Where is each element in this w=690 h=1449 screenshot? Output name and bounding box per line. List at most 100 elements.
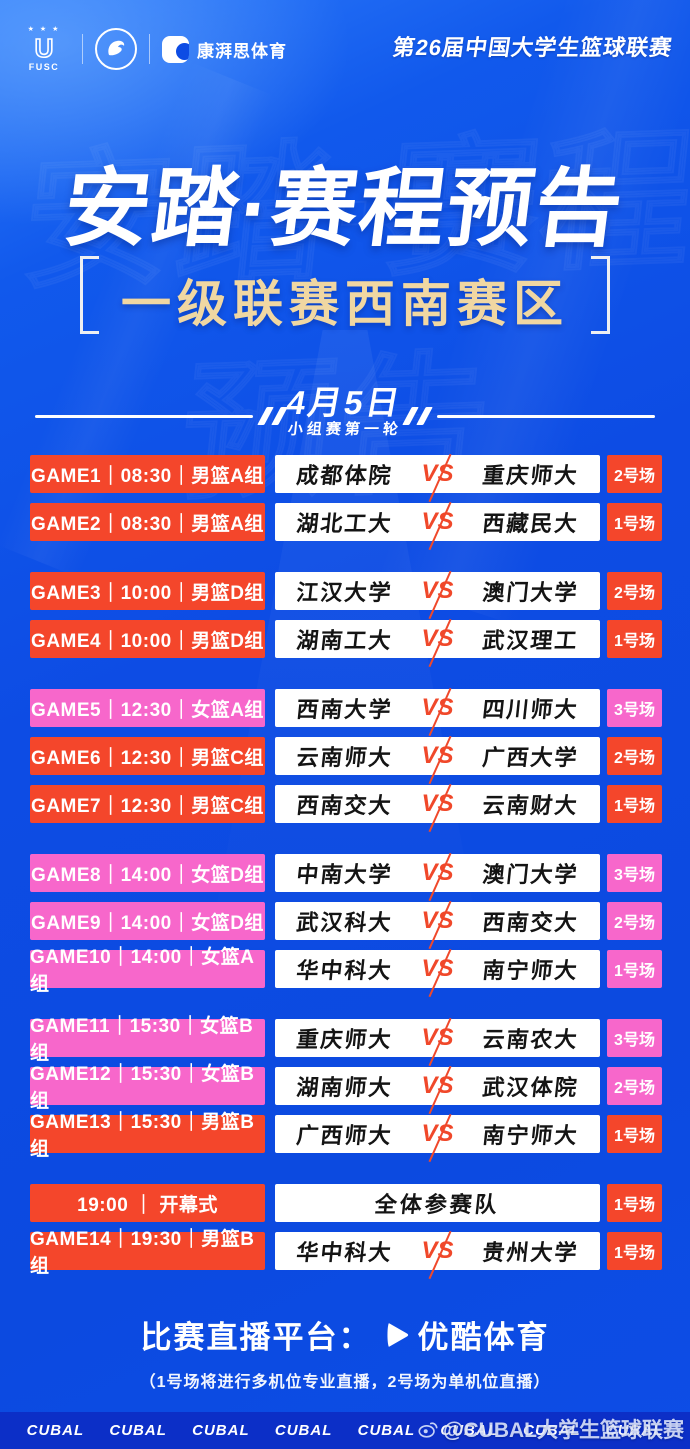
- game-label: GAME14｜19:30｜男篮B组: [30, 1229, 265, 1277]
- matchup-center-text: 全体参赛队: [373, 1192, 502, 1217]
- matchup: 重庆师大 VS 云南农大: [275, 1017, 600, 1067]
- sponsor-logo: 康湃思体育: [162, 35, 287, 63]
- schedule-row: GAME14｜19:30｜男篮B组 华中科大 VS 贵州大学 1号场: [0, 1229, 690, 1280]
- game-label: GAME8｜14:00｜女篮D组: [30, 854, 265, 892]
- right-bracket-icon: [586, 256, 610, 334]
- matchup: 成都体院 VS 重庆师大: [275, 453, 600, 503]
- live-note: （1号场将进行多机位专业直播，2号场为单机位直播）: [139, 1374, 551, 1391]
- team-away: 西藏民大: [480, 511, 580, 536]
- cubal-brand-label: CUBAL: [605, 1422, 664, 1439]
- court-badge: 2号场: [607, 737, 662, 775]
- team-home: 江汉大学: [295, 580, 394, 605]
- vs-badge: VS: [415, 1017, 461, 1067]
- court-badge: 2号场: [607, 902, 662, 940]
- matchup: 全体参赛队: [275, 1184, 600, 1222]
- schedule-group: GAME5｜12:30｜女篮A组 西南大学 VS 四川师大 3号场 GAME6｜…: [0, 687, 690, 833]
- game-label: GAME2｜08:30｜男篮A组: [30, 503, 265, 541]
- cubal-brand-label: CUBAL: [274, 1422, 333, 1439]
- court-badge: 3号场: [607, 689, 662, 727]
- schedule-list: GAME1｜08:30｜男篮A组 成都体院 VS 重庆师大 2号场 GAME2｜…: [0, 453, 690, 1280]
- game-label: GAME9｜14:00｜女篮D组: [30, 902, 265, 940]
- team-away: 武汉理工: [480, 628, 580, 653]
- vs-badge: VS: [415, 570, 461, 620]
- vs-badge: VS: [415, 687, 461, 737]
- game-label: GAME11｜15:30｜女篮B组: [30, 1016, 265, 1064]
- schedule-row: GAME3｜10:00｜男篮D组 江汉大学 VS 澳门大学 2号场: [0, 570, 690, 620]
- court-badge: 2号场: [607, 455, 662, 493]
- matchup: 湖南师大 VS 武汉体院: [275, 1065, 600, 1115]
- vs-badge: VS: [415, 948, 461, 998]
- sponsor-label: 康湃思体育: [197, 41, 287, 61]
- team-away: 南宁师大: [480, 958, 580, 983]
- team-away: 武汉体院: [480, 1075, 580, 1100]
- game-label: GAME13｜15:30｜男篮B组: [30, 1112, 265, 1160]
- fusc-logo-icon: ★ ★ ★ U FUSC: [18, 26, 70, 72]
- vs-badge: VS: [415, 1113, 461, 1163]
- date-line-left: [35, 415, 253, 418]
- vs-badge: VS: [415, 900, 461, 950]
- cuba-logo-icon: [95, 28, 137, 70]
- matchup: 华中科大 VS 贵州大学: [275, 1230, 600, 1280]
- poster-subtitle-wrap: 一级联赛西南赛区: [0, 252, 690, 342]
- vs-badge: VS: [415, 783, 461, 833]
- schedule-row: GAME1｜08:30｜男篮A组 成都体院 VS 重庆师大 2号场: [0, 453, 690, 503]
- team-away: 云南农大: [480, 1027, 580, 1052]
- court-badge: 1号场: [607, 1115, 662, 1153]
- matchup: 西南交大 VS 云南财大: [275, 783, 600, 833]
- court-badge: 1号场: [607, 503, 662, 541]
- youku-play-icon: [386, 1322, 408, 1347]
- court-badge: 3号场: [607, 854, 662, 892]
- game-label: 19:00 ｜ 开幕式: [30, 1184, 265, 1222]
- poster-subtitle: 一级联赛西南赛区: [121, 276, 569, 332]
- schedule-row: GAME9｜14:00｜女篮D组 武汉科大 VS 西南交大 2号场: [0, 900, 690, 950]
- matchup: 湖北工大 VS 西藏民大: [275, 501, 600, 551]
- vs-badge: VS: [415, 1230, 461, 1280]
- team-away: 贵州大学: [480, 1240, 580, 1265]
- court-badge: 1号场: [607, 1232, 662, 1270]
- team-home: 华中科大: [295, 958, 394, 983]
- team-home: 华中科大: [295, 1240, 394, 1265]
- matchup: 江汉大学 VS 澳门大学: [275, 570, 600, 620]
- team-home: 湖北工大: [295, 511, 394, 536]
- sponsor-logo-icon: [162, 35, 189, 63]
- poster-title: 安踏·赛程预告: [58, 161, 630, 257]
- court-badge: 2号场: [607, 1067, 662, 1105]
- round-label: 小组赛第一轮: [286, 421, 403, 438]
- team-away: 澳门大学: [480, 862, 580, 887]
- schedule-group: GAME8｜14:00｜女篮D组 中南大学 VS 澳门大学 3号场 GAME9｜…: [0, 852, 690, 998]
- weibo-icon: [418, 1422, 438, 1438]
- matchup: 华中科大 VS 南宁师大: [275, 948, 600, 998]
- court-badge: 1号场: [607, 620, 662, 658]
- schedule-row: GAME12｜15:30｜女篮B组 湖南师大 VS 武汉体院 2号场: [0, 1064, 690, 1115]
- divider: [149, 34, 150, 64]
- matchup: 武汉科大 VS 西南交大: [275, 900, 600, 950]
- team-home: 重庆师大: [295, 1027, 394, 1052]
- game-label: GAME6｜12:30｜男篮C组: [30, 737, 265, 775]
- vs-badge: VS: [415, 453, 461, 503]
- game-label: GAME5｜12:30｜女篮A组: [30, 689, 265, 727]
- game-label: GAME10｜14:00｜女篮A组: [30, 947, 265, 995]
- team-away: 澳门大学: [480, 580, 580, 605]
- cubal-brand-label: CUBAL: [523, 1422, 581, 1439]
- cubal-brand-label: CUBAL: [440, 1422, 498, 1439]
- date-slashes-right-icon: [402, 407, 433, 425]
- vs-badge: VS: [415, 735, 461, 785]
- divider: [82, 34, 83, 64]
- game-label: GAME1｜08:30｜男篮A组: [30, 455, 265, 493]
- schedule-row: GAME7｜12:30｜男篮C组 西南交大 VS 云南财大 1号场: [0, 783, 690, 833]
- schedule-row: 19:00 ｜ 开幕式 全体参赛队 1号场: [0, 1184, 690, 1222]
- watermark-text: @CUBAL大学生篮球联赛: [443, 1419, 684, 1442]
- stars-icon: ★ ★ ★: [27, 26, 61, 33]
- game-label: GAME4｜10:00｜男篮D组: [30, 620, 265, 658]
- team-home: 广西师大: [295, 1123, 394, 1148]
- team-home: 中南大学: [295, 862, 394, 887]
- matchup: 广西师大 VS 南宁师大: [275, 1113, 600, 1163]
- team-away: 广西大学: [480, 745, 580, 770]
- left-bracket-icon: [80, 256, 104, 334]
- team-away: 四川师大: [480, 697, 580, 722]
- schedule-group: GAME11｜15:30｜女篮B组 重庆师大 VS 云南农大 3号场 GAME1…: [0, 1016, 690, 1163]
- schedule-row: GAME4｜10:00｜男篮D组 湖南工大 VS 武汉理工 1号场: [0, 618, 690, 668]
- team-home: 西南交大: [295, 793, 394, 818]
- schedule-row: GAME6｜12:30｜男篮C组 云南师大 VS 广西大学 2号场: [0, 735, 690, 785]
- team-home: 成都体院: [295, 463, 394, 488]
